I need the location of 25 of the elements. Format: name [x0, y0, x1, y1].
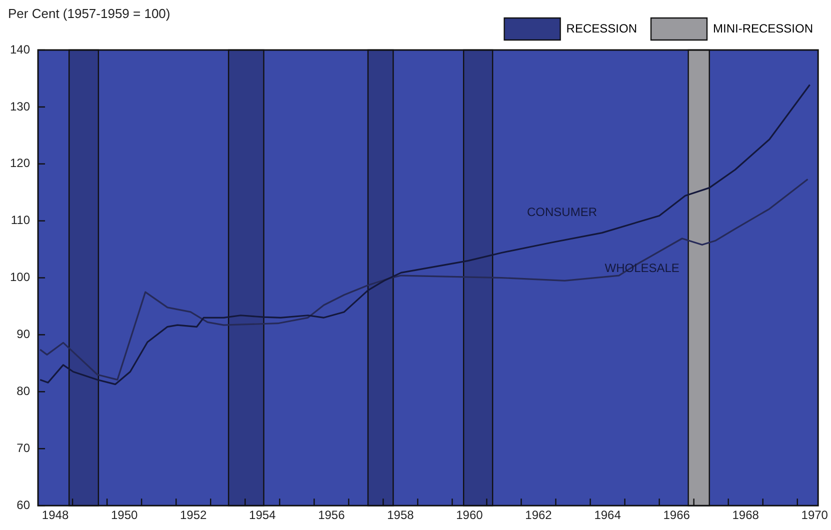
x-tick-label: 1954 [249, 508, 276, 522]
x-tick-label: 1968 [732, 508, 760, 522]
y-axis-title: Per Cent (1957-1959 = 100) [8, 6, 170, 21]
y-tick-label: 130 [10, 99, 30, 114]
legend-label: MINI-RECESSION [712, 21, 814, 36]
series-label: CONSUMER [527, 205, 598, 220]
x-tick-label: 1964 [594, 508, 622, 522]
y-tick-label: 110 [10, 213, 30, 228]
y-tick-label: 90 [16, 327, 30, 342]
x-tick-label: 1958 [387, 508, 414, 522]
x-tick-label: 1960 [456, 508, 484, 522]
y-tick-label: 80 [16, 384, 30, 398]
x-tick-label: 1970 [801, 508, 828, 522]
legend-label: RECESSION [566, 21, 637, 36]
y-tick-label: 120 [10, 156, 30, 170]
x-tick-label: 1948 [42, 508, 69, 522]
x-tick-label: 1962 [525, 508, 552, 522]
x-tick-label: 1966 [663, 508, 690, 522]
y-tick-label: 70 [16, 440, 30, 455]
x-tick-label: 1950 [110, 508, 138, 522]
y-tick-label: 140 [10, 42, 30, 56]
y-tick-label: 100 [10, 270, 30, 284]
x-tick-label: 1952 [180, 508, 208, 522]
y-tick-label: 60 [16, 498, 30, 512]
x-tick-label: 1956 [318, 508, 346, 522]
